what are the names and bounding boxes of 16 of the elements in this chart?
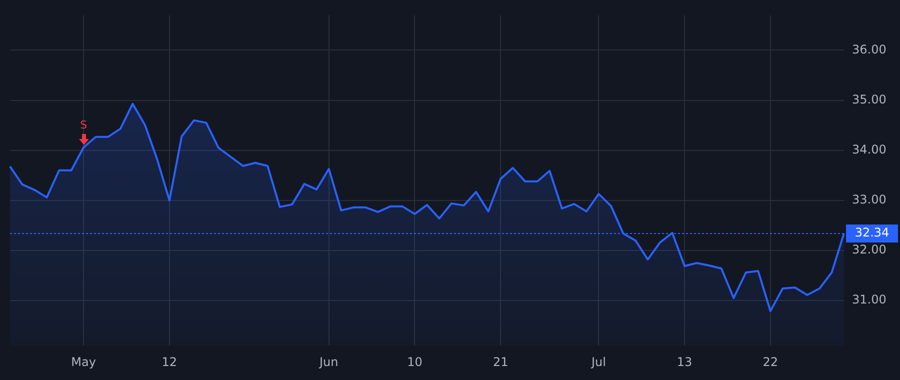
x-tick-label: 22: [762, 354, 778, 369]
x-tick-label: 12: [162, 354, 178, 369]
y-tick-label: 36.00: [852, 42, 886, 56]
x-tick-label: Jul: [590, 354, 606, 369]
y-tick-label: 33.00: [852, 192, 886, 207]
x-tick-label: Jun: [318, 354, 338, 369]
y-tick-label: 34.00: [852, 142, 886, 156]
x-tick-label: May: [71, 354, 96, 369]
annotation: S: [80, 118, 88, 132]
y-tick-label: 35.00: [852, 92, 886, 106]
y-tick-label: 31.00: [852, 292, 886, 307]
x-tick-label: 13: [676, 354, 692, 369]
ref-line-label: 32.34: [854, 226, 890, 240]
y-tick-label: 32.00: [852, 242, 886, 257]
x-tick-label: 21: [492, 354, 508, 369]
x-tick-label: 10: [407, 354, 422, 369]
